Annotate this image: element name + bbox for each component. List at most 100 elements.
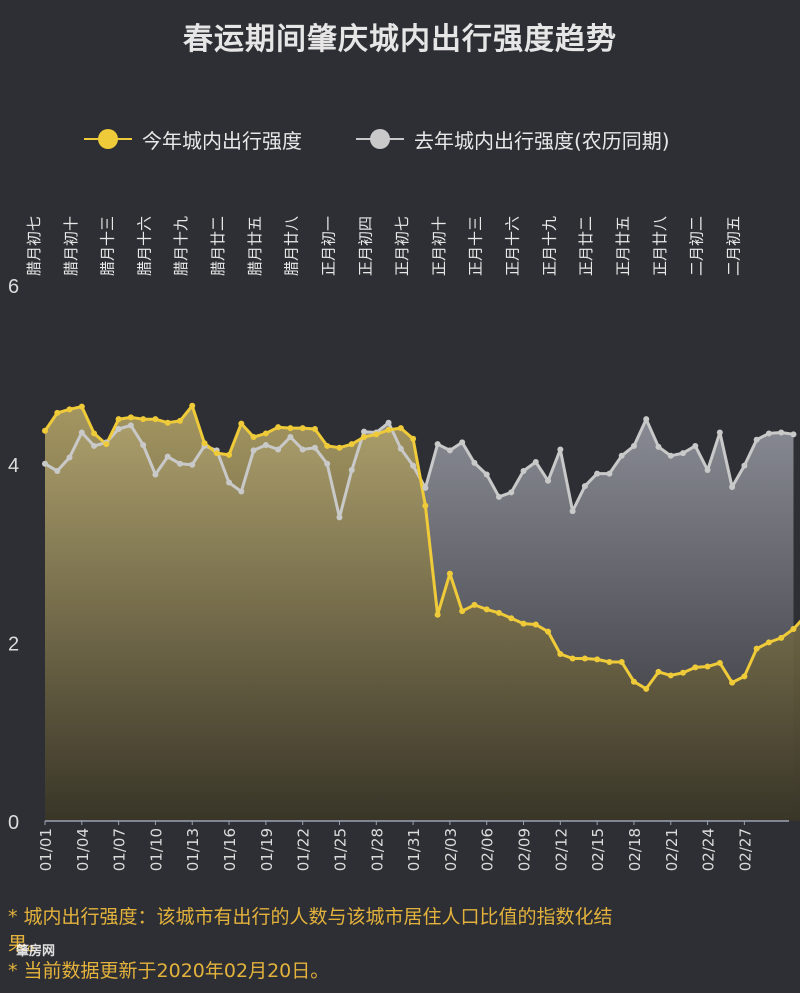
- y-tick-label: 0: [8, 812, 19, 834]
- data-point-last-year: [78, 429, 85, 436]
- data-point-current: [716, 659, 723, 666]
- data-point-current: [103, 441, 110, 448]
- x-tick-label: 01/28: [368, 828, 386, 871]
- data-point-last-year: [397, 445, 404, 452]
- data-point-current: [630, 678, 637, 685]
- data-point-last-year: [508, 489, 515, 496]
- data-point-last-year: [520, 467, 527, 474]
- data-point-last-year: [91, 442, 98, 449]
- y-tick-label: 2: [8, 633, 19, 655]
- data-point-current: [361, 434, 368, 441]
- data-point-current: [606, 659, 613, 666]
- data-point-last-year: [311, 444, 318, 451]
- data-point-current: [226, 451, 233, 458]
- data-point-last-year: [704, 467, 711, 474]
- data-point-last-year: [42, 460, 48, 467]
- x-tick-label: 02/09: [516, 828, 534, 871]
- data-point-current: [618, 659, 625, 666]
- data-point-last-year: [54, 467, 61, 474]
- data-point-current: [741, 673, 748, 680]
- data-point-current: [140, 416, 147, 423]
- chart-canvas: 0 2 4 6 01/01 01/04 01/07 01/10 01/13 01/16 01/19 0…: [8, 216, 800, 871]
- lunar-tick-label: 腊月初七: [25, 216, 43, 276]
- data-point-last-year: [790, 431, 797, 438]
- data-point-current: [311, 425, 318, 432]
- data-point-last-year: [275, 446, 282, 453]
- x-tick-label: 01/13: [184, 828, 202, 871]
- data-point-current: [446, 570, 453, 577]
- lunar-tick-label: 正月廿五: [614, 216, 632, 276]
- lunar-tick-label: 正月初一: [319, 216, 337, 276]
- data-point-last-year: [606, 470, 613, 477]
- data-point-current: [238, 420, 245, 427]
- data-point-last-year: [348, 467, 355, 474]
- data-point-last-year: [250, 447, 257, 454]
- x-tick-label: 01/04: [74, 828, 92, 871]
- data-point-last-year: [594, 470, 601, 477]
- data-point-current: [778, 634, 785, 641]
- lunar-tick-label: 正月十九: [540, 216, 558, 276]
- data-point-last-year: [127, 422, 134, 429]
- data-point-last-year: [495, 493, 502, 500]
- y-tick-label: 6: [8, 276, 19, 298]
- note-definition: * 城内出行强度：该城市有出行的人数与该城市居住人口比值的指数化结: [8, 906, 613, 928]
- data-point-current: [532, 621, 539, 628]
- data-point-current: [66, 406, 73, 413]
- data-point-current: [385, 426, 392, 433]
- data-point-current: [115, 416, 122, 423]
- data-point-last-year: [545, 477, 552, 484]
- data-point-current: [287, 425, 294, 432]
- data-point-last-year: [176, 460, 183, 467]
- watermark-logo: 肇房网: [16, 944, 56, 959]
- data-point-last-year: [140, 442, 147, 449]
- data-point-last-year: [655, 443, 662, 450]
- data-point-last-year: [778, 429, 785, 436]
- lunar-tick-label: 腊月廿五: [246, 216, 264, 276]
- data-point-current: [729, 679, 736, 686]
- note-definition-end: 果。: [8, 933, 47, 955]
- data-point-current: [201, 440, 208, 447]
- data-point-current: [348, 441, 355, 448]
- data-point-last-year: [262, 442, 269, 449]
- x-tick-label: 02/15: [589, 828, 607, 871]
- x-tick-label: 02/27: [736, 828, 754, 871]
- lunar-tick-label: 腊月十三: [99, 216, 117, 276]
- x-tick-label: 01/01: [37, 828, 55, 871]
- data-point-current: [434, 611, 441, 618]
- lunar-tick-label: 正月廿二: [577, 216, 595, 276]
- data-point-current: [78, 403, 85, 410]
- data-point-last-year: [765, 430, 772, 437]
- data-point-current: [189, 402, 196, 409]
- data-point-current: [692, 664, 699, 671]
- legend-swatch-current-icon: [84, 124, 132, 154]
- data-point-last-year: [643, 416, 650, 423]
- legend-item-last-year[interactable]: 去年城内出行强度(农历同期): [356, 124, 670, 154]
- data-point-last-year: [618, 452, 625, 459]
- x-tick-label: 01/16: [221, 828, 239, 871]
- data-point-last-year: [471, 459, 478, 466]
- data-point-current: [667, 672, 674, 679]
- data-point-current: [483, 606, 490, 613]
- data-point-current: [54, 409, 61, 416]
- data-point-current: [765, 639, 772, 646]
- note-update-date: * 当前数据更新于2020年02月20日。: [8, 960, 330, 982]
- data-point-current: [336, 444, 343, 451]
- data-point-last-year: [557, 446, 564, 453]
- lunar-tick-label: 腊月廿八: [283, 216, 301, 276]
- data-point-current: [557, 651, 564, 658]
- x-tick-label: 01/31: [405, 828, 423, 871]
- data-point-current: [127, 414, 134, 421]
- legend-item-current[interactable]: 今年城内出行强度: [84, 124, 302, 154]
- lunar-tick-label: 正月初四: [356, 216, 374, 276]
- x-tick-label: 02/24: [700, 828, 718, 871]
- data-point-last-year: [667, 452, 674, 459]
- data-point-current: [152, 416, 159, 423]
- data-point-current: [495, 609, 502, 616]
- x-tick-label: 02/12: [552, 828, 570, 871]
- x-tick-label: 01/25: [331, 828, 349, 871]
- data-point-current: [655, 668, 662, 675]
- lunar-tick-label: 正月十六: [504, 216, 522, 276]
- y-tick-label: 4: [8, 455, 19, 477]
- data-point-last-year: [630, 442, 637, 449]
- data-point-last-year: [434, 441, 441, 448]
